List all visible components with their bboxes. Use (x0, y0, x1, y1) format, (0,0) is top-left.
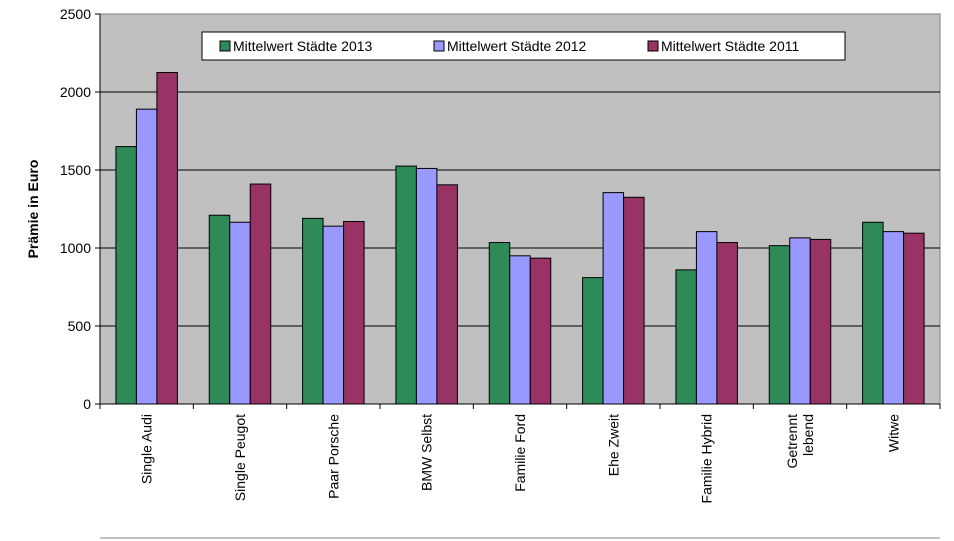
bar (582, 277, 604, 405)
bar (809, 238, 832, 405)
y-tick-label: 0 (83, 396, 91, 412)
y-tick-label: 2000 (60, 84, 91, 100)
y-tick-label: 1500 (60, 162, 91, 178)
bar (249, 183, 272, 405)
bar (509, 255, 531, 405)
bar (395, 165, 417, 405)
category-label: Single Audi (139, 414, 155, 484)
bar (343, 220, 365, 405)
y-axis-ticks: 0 500 1000 1500 2000 2500 (60, 6, 100, 412)
bar (768, 245, 791, 405)
legend-label: Mittelwert Städte 2012 (447, 38, 587, 54)
bar (302, 217, 324, 405)
category-label: Single Peugot (232, 414, 248, 501)
category-label: lebend (800, 414, 816, 456)
legend-label: Mittelwert Städte 2013 (233, 38, 373, 54)
category-label: Ehe Zweit (605, 414, 621, 476)
category-label: Getrennt (784, 414, 800, 469)
bar (675, 269, 697, 405)
x-axis-labels: Single Audi Single Peugot Paar Porsche BMW … (99, 404, 941, 503)
legend-swatch (647, 40, 659, 52)
bar (903, 232, 925, 405)
legend-label: Mittelwert Städte 2011 (661, 38, 799, 54)
bar (882, 231, 905, 405)
bar (322, 225, 345, 405)
category-label: Witwe (885, 414, 901, 452)
bar (415, 167, 438, 405)
bars (115, 72, 925, 405)
legend-box (201, 31, 846, 61)
bar (529, 257, 552, 405)
y-tick-label: 2500 (60, 6, 91, 22)
legend-swatch (219, 40, 231, 52)
bar (135, 108, 158, 405)
category-label: Familie Ford (512, 414, 528, 492)
bar (436, 184, 458, 405)
bar (488, 242, 511, 405)
bar (115, 146, 137, 405)
category-label: Familie Hybrid (699, 414, 715, 503)
bar (695, 231, 718, 405)
bar (862, 221, 884, 405)
bar (156, 72, 178, 405)
bar (716, 242, 738, 405)
bar (229, 221, 251, 405)
category-label: Paar Porsche (325, 414, 341, 499)
legend-swatch (433, 40, 445, 52)
y-axis-label: Prämie in Euro (25, 160, 41, 259)
legend: Mittelwert Städte 2013 Mittelwert Städte … (201, 31, 846, 61)
category-label: BMW Selbst (419, 414, 435, 491)
bar (789, 237, 811, 405)
bar (623, 196, 645, 405)
bar (208, 214, 231, 405)
bar (602, 192, 625, 405)
y-tick-label: 1000 (60, 240, 91, 256)
axes (99, 14, 940, 405)
y-tick-label: 500 (68, 318, 92, 334)
